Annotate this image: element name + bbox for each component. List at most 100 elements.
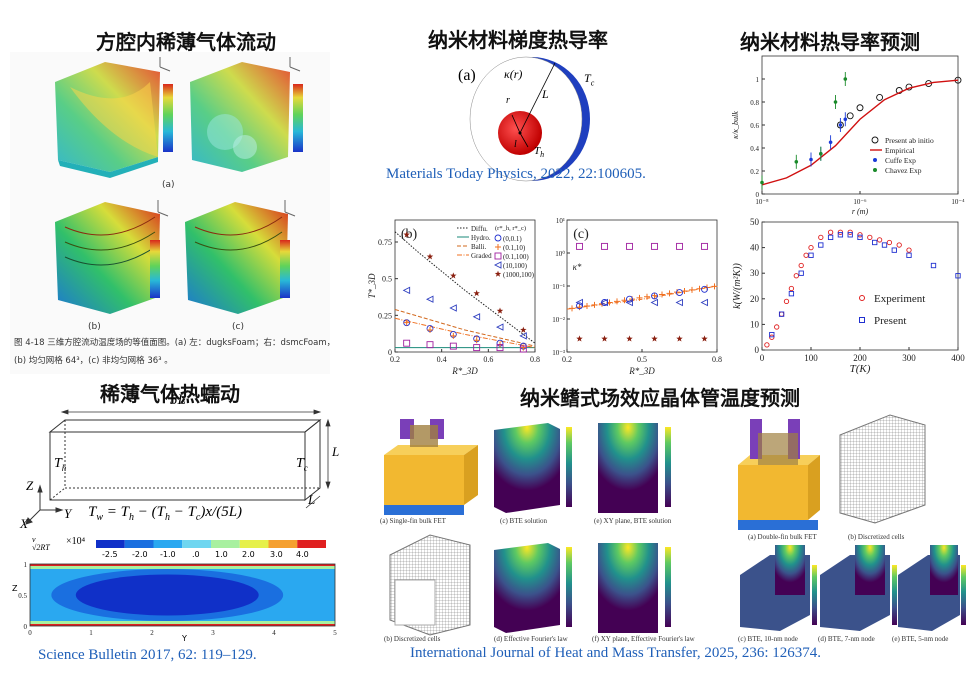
chart-kt-legend-marker (859, 317, 865, 323)
finfet-cap-rd: (d) BTE, 7-nm node (818, 635, 875, 643)
cavity-caption-1: 图 4-18 三维方腔流动温度场的等值面图。(a) 左：dugksFoam；右：… (14, 338, 336, 348)
finfet-cap-f: (f) XY plane, Effective Fourier's law (592, 635, 695, 643)
chart-kr-xtick-label: 10⁻⁸ (755, 198, 769, 206)
creep-ytick-label: 1 (24, 561, 28, 569)
chart-kt-point (803, 252, 809, 258)
chart-kr-legend-text: Empirical (885, 146, 915, 155)
chart-kr-point (838, 123, 843, 127)
chart-kr-point (819, 151, 823, 156)
predict-title: 纳米材料热导率预测 (740, 30, 920, 54)
creep-cbar-swatch (153, 540, 183, 548)
chart-kt-point (827, 229, 834, 235)
finfet-cap-c: (c) BTE solution (500, 517, 548, 525)
creep-xtick-label: 1 (89, 629, 93, 637)
chart-kt-point (769, 331, 775, 338)
gradient-sphere-svg (469, 56, 590, 182)
finfet-figures: (a) Single-fin bulk FET (c) BTE solution… (370, 405, 968, 643)
chart-b-line (394, 308, 536, 347)
creep-axis-X: X (20, 516, 28, 531)
gradient-L: L (542, 87, 549, 101)
chart-b-ylabel: T*_3D (367, 273, 377, 299)
chart-kt-point (886, 239, 893, 246)
chart-c-point (591, 301, 598, 308)
creep-cbar-label: ×10⁴ (66, 536, 86, 547)
chart-b-svg: 0.2 0.4 0.6 0.8 0 0.25 0.5 0.75 R*_3D T*_3D (b) Dif… (367, 219, 540, 376)
chart-c-point (584, 303, 590, 310)
chart-kt-ytick-label: 10 (750, 319, 760, 329)
chart-b-legend-marker (493, 261, 502, 269)
chart-kr-legend-marker (871, 136, 879, 144)
chart-kt-point (808, 252, 814, 258)
finfet-fourier (494, 543, 572, 633)
chart-c-point (659, 291, 665, 298)
creep-citation: Science Bulletin 2017, 62: 119–129. (38, 647, 257, 663)
cavity-a-left (55, 62, 160, 178)
finfet-single-fin (384, 419, 478, 515)
finfet-bte-10nm (740, 545, 817, 631)
chart-kt-point (818, 234, 824, 241)
chart-c-point (576, 242, 583, 250)
creep-diagram: 5L L L Th Tc Tw = Th − (Th − Tc)x/(5L) Z… (10, 392, 340, 535)
chart-b-xtick-label: 0.8 (530, 355, 540, 364)
chart-b-point (473, 344, 481, 352)
cavity-b-colorbar (150, 240, 160, 298)
chart-kr-point (876, 93, 884, 101)
creep-xtick-label: 5 (333, 629, 337, 637)
chart-b-legend-header: (r*_h, r*_c) (495, 225, 526, 232)
chart-kr-xtick-label: 10⁻⁴ (951, 198, 965, 206)
chart-kr-legend-text: Cuffe Exp (885, 156, 916, 165)
cavity-axes-glyphs (157, 57, 301, 217)
creep-axis-Y: Y (64, 506, 72, 521)
chart-kr-point (856, 104, 864, 112)
creep-ytick-label: 0 (24, 623, 28, 631)
chart-c: 0.2 0.5 0.8 10⁻³ 10⁻² 10⁻¹ 10⁰ 10¹ R*_3D κ* (c) (543, 212, 723, 380)
chart-c-point (636, 294, 643, 301)
chart-c-panel-label: (c) (573, 227, 589, 242)
chart-b-xtick-label: 0.6 (483, 355, 493, 364)
cavity-images (55, 57, 303, 314)
chart-c-ytick-label: 10⁰ (555, 250, 565, 258)
chart-b-ytick-label: 0.25 (378, 311, 392, 320)
chart-kt-point (896, 242, 902, 248)
chart-kr-legend-marker (873, 168, 877, 172)
chart-c-point (626, 242, 633, 250)
chart-kr-point (843, 117, 848, 122)
chart-b-point (426, 341, 434, 349)
chart-kt-point (778, 311, 785, 317)
chart-b-point (473, 289, 480, 297)
chart-c-point (601, 299, 608, 306)
gradient-kappa: κ(r) (504, 67, 523, 81)
chart-kr-ytick-label: 0.4 (750, 145, 759, 153)
chart-c-xtick-label: 0.8 (712, 355, 722, 364)
cavity-caption-2: (b) 均匀网格 64³，(c) 非均匀网格 36³ 。 (14, 356, 173, 366)
chart-c-point (701, 242, 708, 250)
chart-kt-point (867, 234, 873, 241)
cavity-sub-a: (a) (162, 180, 175, 190)
chart-kt-point (906, 252, 912, 258)
chart-b-legend-text: Diffu. (471, 225, 488, 233)
creep-L-bottom: L (308, 492, 316, 507)
chart-kt-point (783, 298, 790, 305)
chart-kt-legend-text: Present (874, 315, 906, 327)
finfet-cap-rc: (c) BTE, 10-nm node (738, 635, 798, 643)
cavity-a-right (190, 62, 290, 172)
chart-kr-legend-text: Chavez Exp (885, 166, 922, 175)
chart-kt-point (764, 342, 770, 348)
chart-kt-legend-text: Experiment (874, 293, 925, 305)
chart-c-frame (566, 219, 718, 353)
chart-b-line (394, 231, 536, 344)
chart-kr-xlabel: r (m) (852, 207, 869, 216)
chart-kt-point (827, 234, 834, 241)
chart-b-panel-label: (b) (401, 227, 418, 242)
gradient-label-a: (a) (458, 67, 476, 84)
creep-frame (29, 563, 336, 627)
cavity-c (185, 202, 288, 314)
finfet-cap-rb: (b) Discretized cells (848, 533, 905, 541)
finfet-cap-b: (b) Discretized cells (384, 635, 441, 643)
chart-c-point (626, 295, 633, 303)
creep-contour-svg: 0 1 2 3 4 5 0 0.5 1 (18, 540, 337, 637)
creep-cbar-ticks: -2.5 -2.0 -1.0 .0 1.0 2.0 3.0 4.0 (102, 550, 309, 559)
finfet-double-fin (738, 419, 820, 530)
finfet-svg (384, 414, 966, 636)
creep-wall-top (30, 564, 335, 569)
